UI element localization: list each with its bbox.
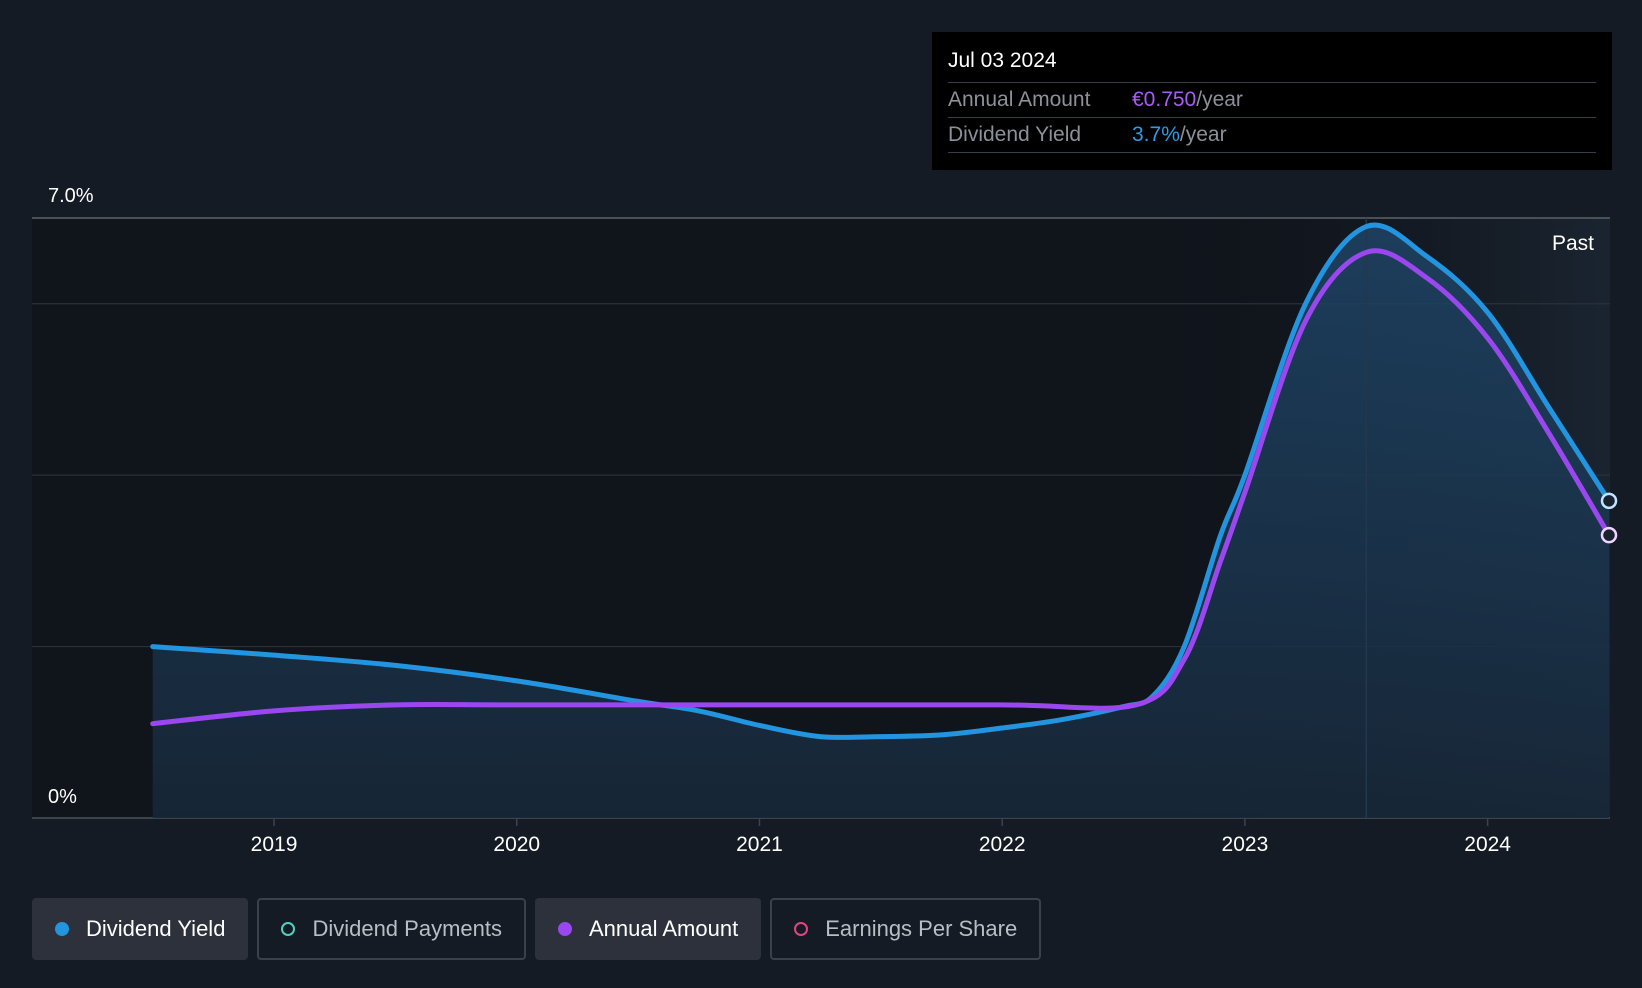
tooltip-label: Dividend Yield xyxy=(948,123,1082,146)
x-tick-label: 2019 xyxy=(251,833,298,856)
dividend-yield-area xyxy=(152,225,1610,818)
y-label-bottom: 0% xyxy=(48,786,77,808)
tooltip-value: €0.750 xyxy=(1132,88,1197,111)
tooltip-date: Jul 03 2024 xyxy=(948,46,1596,83)
legend-dot-icon xyxy=(55,922,69,936)
tooltip-unit: /year xyxy=(1196,88,1243,111)
dividend-yield-line xyxy=(150,222,1612,740)
tooltip-label: Annual Amount xyxy=(948,88,1091,111)
legend-dot-icon xyxy=(794,922,809,936)
annual-amount-line xyxy=(150,248,1612,727)
x-axis: 2019 2020 2021 2022 2023 2024 xyxy=(251,818,1511,856)
legend-label: Dividend Payments xyxy=(312,916,502,941)
legend-label: Earnings Per Share xyxy=(825,916,1018,941)
area-layer xyxy=(152,225,1610,818)
tooltip-unit: /year xyxy=(1179,123,1227,146)
x-tick-label: 2022 xyxy=(979,833,1026,856)
legend-item-dividend-yield[interactable]: Dividend Yield xyxy=(32,898,249,960)
legend-dot-icon xyxy=(281,922,296,936)
y-label-top: 7.0% xyxy=(48,185,94,207)
tooltip-value: 3.7% xyxy=(1132,123,1180,146)
tooltip-row-annual-amount: Annual Amount €0.750 /year xyxy=(948,83,1596,118)
legend-label: Dividend Yield xyxy=(86,916,226,941)
legend-label: Annual Amount xyxy=(588,916,739,941)
dividend-yield-endpoint xyxy=(1600,492,1618,510)
annual-amount-endpoint xyxy=(1600,526,1618,544)
past-label: Past xyxy=(1552,232,1594,255)
legend: Dividend Yield Dividend Payments Annual … xyxy=(32,898,1042,960)
series-layer xyxy=(150,222,1612,740)
legend-item-annual-amount[interactable]: Annual Amount xyxy=(534,898,762,960)
legend-item-earnings-per-share[interactable]: Earnings Per Share xyxy=(770,898,1042,960)
endpoint-layer xyxy=(1600,492,1618,544)
tooltip: Jul 03 2024 Annual Amount €0.750 /year D… xyxy=(932,32,1612,170)
x-tick-label: 2023 xyxy=(1222,833,1269,856)
x-tick-label: 2020 xyxy=(493,833,540,856)
tooltip-row-dividend-yield: Dividend Yield 3.7% /year xyxy=(948,118,1596,153)
legend-dot-icon xyxy=(557,922,572,936)
x-tick-label: 2024 xyxy=(1464,833,1511,856)
x-tick-label: 2021 xyxy=(736,833,783,856)
legend-item-dividend-payments[interactable]: Dividend Payments xyxy=(257,898,526,960)
